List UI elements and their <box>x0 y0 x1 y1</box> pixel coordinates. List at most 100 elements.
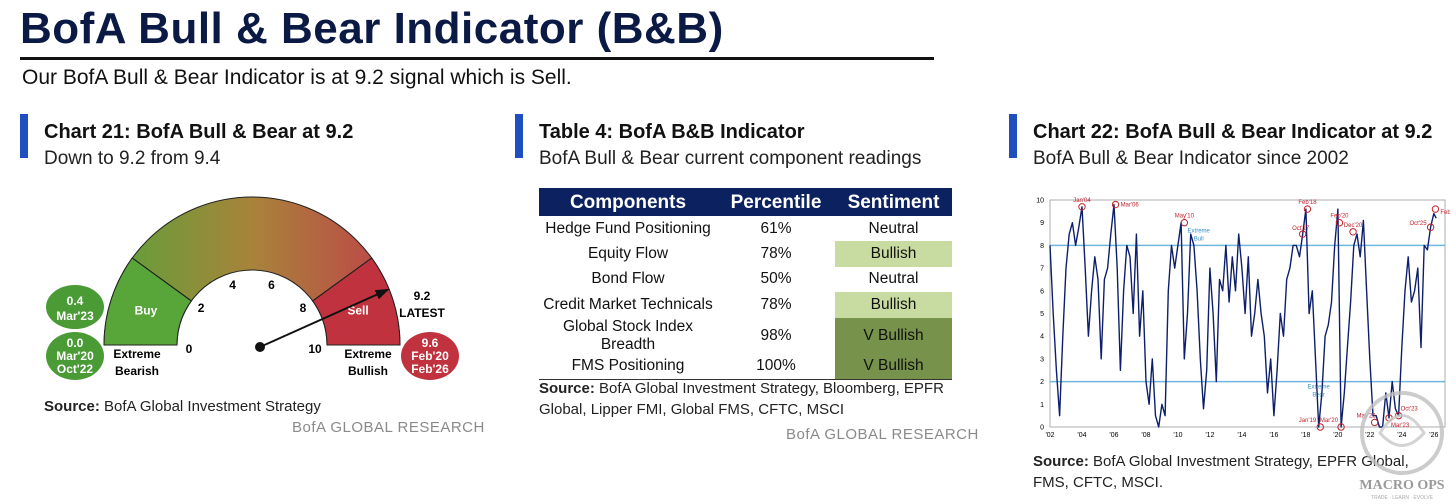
annotation-circle <box>1431 205 1440 213</box>
annotation-label: Mar'06 <box>1121 203 1140 209</box>
annotation-marker: Oct'25 <box>1409 221 1435 231</box>
annotation-circle <box>1370 418 1379 427</box>
y-tick-label: 7 <box>1040 266 1044 273</box>
x-tick-label: '18 <box>1301 432 1310 439</box>
x-tick-label: '02 <box>1045 432 1054 439</box>
y-tick-label: 4 <box>1040 334 1044 341</box>
annotation-marker: May'10 <box>1175 214 1195 227</box>
macro-ops-watermark: MACRO OPS TRADE · LEARN · EVOLVE <box>1359 391 1445 501</box>
annotation-label: Jan'19 <box>1299 418 1317 424</box>
y-tick-label: 0 <box>1040 425 1044 432</box>
header-sentiment: Sentiment <box>835 188 952 216</box>
annotation-label: Dec'20 <box>1344 223 1363 229</box>
chart-annotations: Jan'04 Mar'06 May'10 Oct'17 Feb'18 Feb'20 Dec'… <box>1073 198 1450 431</box>
gauge-tick-label: 10 <box>308 342 322 356</box>
x-tick-label: '12 <box>1205 432 1214 439</box>
cell-sentiment: V Bullish <box>835 317 952 354</box>
extreme-bear-label-1: Extreme <box>1307 385 1330 391</box>
annotation-label: Mar'20 <box>1320 418 1339 424</box>
annotation-bubble-feb20-feb26: 9.6 Feb'20 Feb'26 <box>401 332 459 380</box>
extreme-bearish-line1: Extreme <box>113 347 161 361</box>
gauge-panel-subtitle: Down to 9.2 from 9.4 <box>44 148 221 169</box>
annotation-marker: Jan'04 <box>1073 198 1091 211</box>
watermark-tagline: TRADE · LEARN · EVOLVE <box>1371 495 1434 501</box>
watermark-emblem <box>1378 414 1426 447</box>
latest-label: LATEST <box>399 306 445 320</box>
line-panel-title: Chart 22: BofA Bull & Bear Indicator at … <box>1033 121 1433 143</box>
cell-sentiment: V Bullish <box>835 353 952 380</box>
annotation-label: Feb'18 <box>1298 200 1317 206</box>
header-components: Components <box>539 188 717 216</box>
panel-accent-bar <box>20 114 28 158</box>
bubble-value: 9.6 <box>422 336 439 350</box>
source-text: BofA Global Investment Strategy, Bloombe… <box>539 380 944 418</box>
annotation-marker: Feb'20 <box>1330 214 1349 227</box>
table-brand: BofA GLOBAL RESEARCH <box>786 426 979 443</box>
line-panel-subtitle: BofA Bull & Bear Indicator since 2002 <box>1033 148 1349 169</box>
gauge-sell-zone <box>311 257 401 346</box>
gauge-needle-head <box>374 288 390 300</box>
cell-percentile: 50% <box>760 270 792 288</box>
gauge-buy-label: Buy <box>135 304 158 318</box>
annotation-circle <box>1426 223 1435 231</box>
source-text: BofA Global Investment Strategy <box>104 398 321 415</box>
cell-sentiment: Neutral <box>868 219 919 237</box>
annotation-circle <box>1180 219 1189 227</box>
annotation-label: Oct'17 <box>1292 226 1310 232</box>
gauge-sell-label: Sell <box>347 304 368 318</box>
bubble-date: Mar'23 <box>56 309 94 323</box>
extreme-bear-label-2: Bear <box>1312 393 1325 399</box>
y-tick-label: 8 <box>1040 243 1044 250</box>
source-text: BofA Global Investment Strategy, EPFR Gl… <box>1033 453 1409 491</box>
y-tick-label: 3 <box>1040 356 1044 363</box>
watermark-text: MACRO OPS <box>1359 478 1444 493</box>
y-tick-label: 9 <box>1040 220 1044 227</box>
annotation-label: Feb'26 <box>1440 210 1450 216</box>
table-header-row: Components Percentile Sentiment <box>539 188 952 216</box>
table-row: Global Stock Index Breadth 98% V Bullish <box>539 317 952 354</box>
annotation-marker: Jan'19 <box>1299 418 1324 431</box>
annotation-marker: Feb'18 <box>1298 200 1317 213</box>
gauge-tick-label: 4 <box>229 278 236 292</box>
annotation-circle <box>1335 219 1344 227</box>
page-subtitle: Our BofA Bull & Bear Indicator is at 9.2… <box>22 66 572 89</box>
latest-value: 9.2 <box>414 289 431 303</box>
x-tick-label: '24 <box>1397 432 1406 439</box>
source-label: Source: <box>1033 453 1089 470</box>
cell-component: Credit Market Technicals <box>543 295 713 313</box>
table-source: Source: BofA Global Investment Strategy,… <box>539 378 949 420</box>
page-title: BofA Bull & Bear Indicator (B&B) <box>20 4 724 53</box>
x-tick-label: '06 <box>1109 432 1118 439</box>
y-axis-ticks: 0 1 2 3 4 5 6 7 8 9 10 <box>1036 198 1044 432</box>
annotation-marker: Dec'20 <box>1344 223 1363 236</box>
source-label: Source: <box>44 398 100 415</box>
bubble-date: Mar'20 <box>56 349 94 363</box>
cell-percentile: 78% <box>760 245 792 263</box>
cell-component: FMS Positioning <box>539 353 717 380</box>
gauge-chart: Buy Sell 0 2 4 6 8 10 9.2 LATEST Extreme Bear… <box>46 196 459 380</box>
table-row: Credit Market Technicals 78% Bullish <box>539 292 952 318</box>
gauge-needle <box>259 288 389 348</box>
gauge-divider-buy <box>131 257 192 302</box>
table-panel-title: Table 4: BofA B&B Indicator <box>539 121 805 143</box>
annotation-label: Feb'20 <box>1330 214 1349 220</box>
gauge-tick-label: 6 <box>268 278 275 292</box>
x-tick-label: '22 <box>1365 432 1374 439</box>
cell-component: Bond Flow <box>591 270 665 288</box>
panel-accent-bar <box>1009 114 1017 158</box>
line-source: Source: BofA Global Investment Strategy,… <box>1033 451 1433 493</box>
table-row: Bond Flow 50% Neutral <box>539 267 952 292</box>
table-panel-subtitle: BofA Bull & Bear current component readi… <box>539 148 922 169</box>
annotation-circle <box>1316 423 1324 431</box>
x-tick-label: '16 <box>1269 432 1278 439</box>
extreme-bearish-line2: Bearish <box>115 364 159 378</box>
bubble-value: 0.4 <box>67 294 84 308</box>
annotation-label: Oct'23 <box>1401 407 1419 413</box>
cell-component: Equity Flow <box>587 245 669 263</box>
extreme-bullish-line1: Extreme <box>344 347 392 361</box>
gauge-divider-sell <box>312 257 373 302</box>
title-underline <box>20 57 934 60</box>
table-row: Hedge Fund Positioning 61% Neutral <box>539 216 952 241</box>
cell-percentile: 61% <box>760 219 792 237</box>
gauge-tick-label: 0 <box>186 342 193 356</box>
